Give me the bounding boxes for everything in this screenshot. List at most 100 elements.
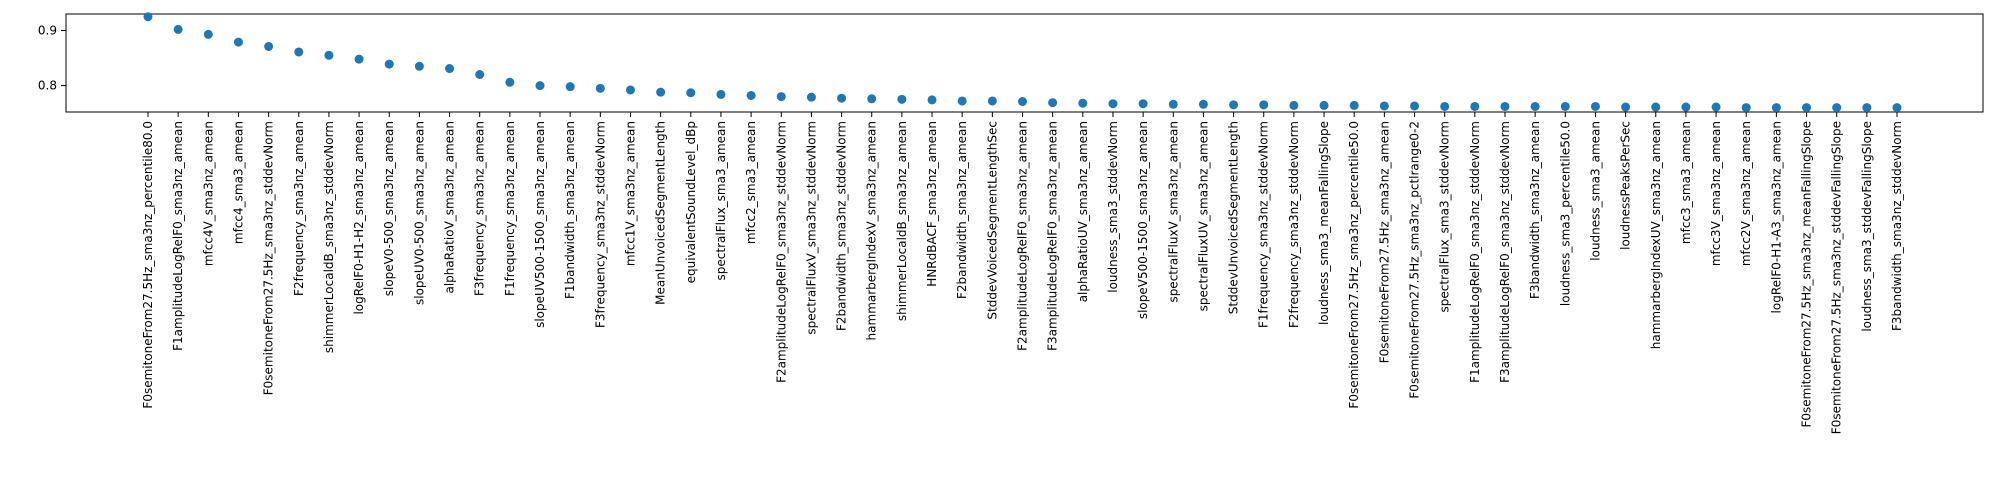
data-point xyxy=(625,85,635,95)
x-tick-label: F0semitoneFrom27.5Hz_sma3nz_amean xyxy=(1377,121,1391,363)
data-point xyxy=(1349,100,1359,110)
data-point xyxy=(1560,101,1570,111)
x-tick-label: F0semitoneFrom27.5Hz_sma3nz_percentile50… xyxy=(1347,121,1361,409)
data-point xyxy=(264,41,274,51)
data-point xyxy=(927,95,937,105)
x-axis: F0semitoneFrom27.5Hz_sma3nz_percentile80… xyxy=(141,112,1904,434)
x-tick-label: F1frequency_sma3nz_stddevNorm xyxy=(1257,121,1271,328)
data-point xyxy=(1590,101,1600,111)
data-point xyxy=(1741,103,1751,113)
x-tick-label: spectralFluxUV_sma3nz_amean xyxy=(1196,121,1210,311)
data-point xyxy=(1500,101,1510,111)
data-point xyxy=(1410,101,1420,111)
data-point xyxy=(414,61,424,71)
data-point xyxy=(354,54,364,64)
x-tick-label: alphaRatioV_sma3nz_amean xyxy=(443,121,457,294)
x-tick-label: StddevUnvoicedSegmentLength xyxy=(1227,121,1241,314)
data-point xyxy=(867,94,877,104)
x-tick-label: hammarbergIndexV_sma3nz_amean xyxy=(865,121,879,340)
x-tick-label: F2bandwidth_sma3nz_amean xyxy=(955,121,969,299)
data-point xyxy=(656,87,666,97)
data-point xyxy=(1651,102,1661,112)
x-tick-label: StddevVoicedSegmentLengthSec xyxy=(985,121,999,320)
x-tick-label: F3amplitudeLogRelF0_sma3nz_stddevNorm xyxy=(1498,121,1512,383)
x-tick-label: F1bandwidth_sma3nz_amean xyxy=(563,121,577,299)
x-tick-label: F0semitoneFrom27.5Hz_sma3nz_stddevFallin… xyxy=(1830,121,1844,434)
data-point xyxy=(475,70,485,80)
data-point xyxy=(957,96,967,106)
data-point xyxy=(233,37,243,47)
data-point xyxy=(1198,99,1208,109)
x-tick-label: F3bandwidth_sma3nz_stddevNorm xyxy=(1890,121,1904,331)
data-point xyxy=(686,88,696,98)
x-tick-label: loudness_sma3_percentile50.0 xyxy=(1558,121,1572,306)
data-point xyxy=(716,89,726,99)
x-tick-label: F2frequency_sma3nz_amean xyxy=(292,121,306,296)
data-point xyxy=(1108,99,1118,109)
x-tick-label: loudness_sma3_amean xyxy=(1588,121,1602,261)
data-point xyxy=(776,92,786,102)
data-point xyxy=(1711,102,1721,112)
data-point xyxy=(1259,100,1269,110)
x-tick-label: mfcc1V_sma3nz_amean xyxy=(623,121,637,266)
data-point xyxy=(1018,97,1027,107)
plot-area xyxy=(65,13,1984,113)
x-tick-label: slopeUV500-1500_sma3nz_amean xyxy=(533,121,547,328)
x-tick-label: loudness_sma3_stddevNorm xyxy=(1106,121,1120,293)
data-point xyxy=(1229,100,1239,110)
data-point xyxy=(806,92,816,102)
x-tick-label: logRelF0-H1-H2_sma3nz_amean xyxy=(352,121,366,315)
data-point xyxy=(384,59,394,69)
x-tick-label: F2amplitudeLogRelF0_sma3nz_stddevNorm xyxy=(774,121,788,383)
data-point xyxy=(1892,103,1902,113)
x-tick-label: F0semitoneFrom27.5Hz_sma3nz_meanFallingS… xyxy=(1800,121,1814,428)
data-point xyxy=(1530,101,1540,111)
x-tick-label: mfcc4_sma3_amean xyxy=(231,121,245,244)
data-point xyxy=(565,82,575,92)
data-point xyxy=(837,93,847,103)
data-point xyxy=(173,24,183,34)
data-point xyxy=(1802,103,1812,113)
data-point xyxy=(1862,103,1872,113)
data-point xyxy=(1681,102,1691,112)
x-tick-label: F1frequency_sma3nz_amean xyxy=(503,121,517,296)
data-point xyxy=(897,94,907,104)
x-tick-label: F3bandwidth_sma3nz_amean xyxy=(1528,121,1542,299)
x-tick-label: F0semitoneFrom27.5Hz_sma3nz_percentile80… xyxy=(141,121,155,409)
data-point xyxy=(203,29,213,39)
data-point xyxy=(535,81,545,91)
x-tick-label: F2bandwidth_sma3nz_stddevNorm xyxy=(835,121,849,331)
data-point xyxy=(1470,101,1480,111)
data-point xyxy=(987,96,997,106)
x-tick-label: loudness_sma3_stddevFallingSlope xyxy=(1860,121,1874,332)
data-point xyxy=(1440,101,1450,111)
data-point xyxy=(1621,102,1631,112)
data-point xyxy=(1771,103,1781,113)
x-tick-label: F1amplitudeLogRelF0_sma3nz_amean xyxy=(171,121,185,351)
x-tick-label: spectralFlux_sma3_amean xyxy=(714,121,728,280)
data-point xyxy=(746,90,756,100)
x-tick-label: mfcc4V_sma3nz_amean xyxy=(201,121,215,266)
x-tick-label: loudness_sma3_meanFallingSlope xyxy=(1317,121,1331,325)
data-point xyxy=(445,64,455,74)
x-tick-label: spectralFluxV_sma3nz_amean xyxy=(1166,121,1180,303)
data-point xyxy=(1168,99,1178,109)
data-point xyxy=(1832,103,1842,113)
plot-frame xyxy=(65,13,1984,113)
data-point xyxy=(1319,100,1329,110)
data-point xyxy=(1048,98,1058,108)
x-tick-label: slopeV0-500_sma3nz_amean xyxy=(382,121,396,296)
x-tick-label: F3frequency_sma3nz_amean xyxy=(473,121,487,296)
data-point xyxy=(1138,99,1148,109)
x-tick-label: F3frequency_sma3nz_stddevNorm xyxy=(593,121,607,328)
data-point xyxy=(1078,98,1088,108)
data-points xyxy=(143,12,1902,113)
x-tick-label: mfcc2V_sma3nz_amean xyxy=(1739,121,1753,266)
x-tick-label: F2frequency_sma3nz_stddevNorm xyxy=(1287,121,1301,328)
x-tick-label: logRelF0-H1-A3_sma3nz_amean xyxy=(1769,121,1783,313)
x-tick-label: hammarbergIndexUV_sma3nz_amean xyxy=(1649,121,1663,349)
data-point xyxy=(143,12,153,22)
x-tick-label: loudnessPeaksPerSec xyxy=(1619,121,1633,250)
x-tick-label: alphaRatioUV_sma3nz_amean xyxy=(1076,121,1090,302)
